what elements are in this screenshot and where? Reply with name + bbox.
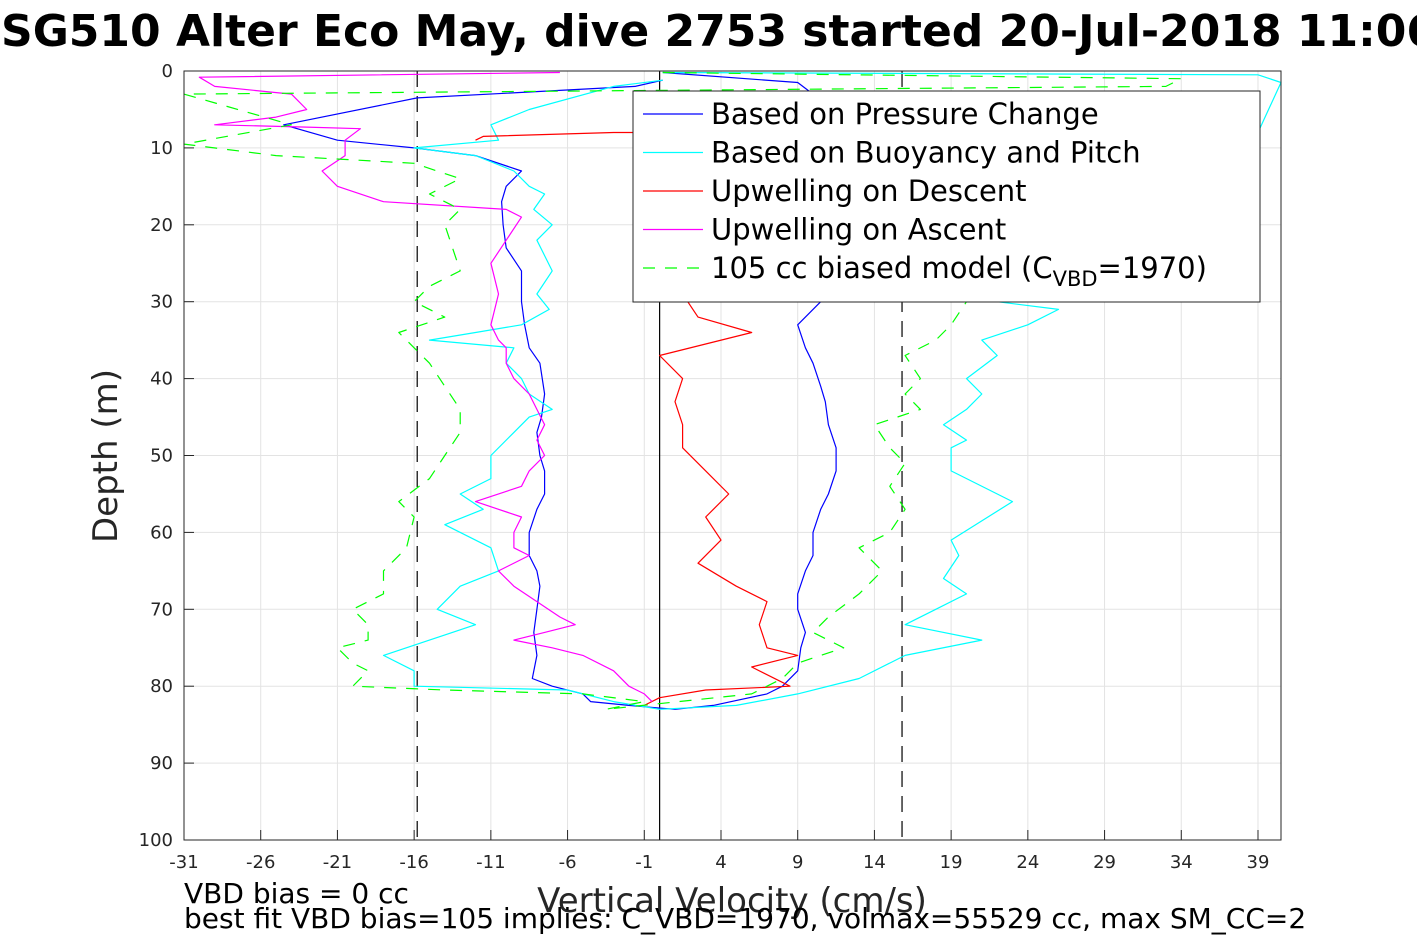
legend-label-main: Upwelling on Ascent [711,213,1006,247]
y-tick-label: 50 [150,446,173,467]
x-tick-label: -26 [246,852,275,873]
legend-label: Based on Buoyancy and Pitch [711,136,1141,170]
x-tick-label: -6 [559,852,577,873]
series-line-1 [283,71,837,710]
legend-label: Upwelling on Ascent [711,213,1006,247]
legend-label-main: Based on Buoyancy and Pitch [711,136,1141,170]
y-tick-label: 100 [139,830,173,851]
y-tick-label: 60 [150,522,173,543]
legend: Based on Pressure Change Based on Buoyanc… [632,90,1261,303]
x-axis-label: Vertical Velocity (cm/s) [537,881,927,921]
legend-box [632,90,1261,303]
x-tick-label: 9 [792,852,803,873]
legend-label-main: Based on Pressure Change [711,97,1099,131]
legend-label-main: 105 cc biased model (C [711,251,1053,285]
x-axis: -31 -26 -21 -16 -11 -6 -1 4 9 14 19 24 29 34 39 [169,830,1281,873]
legend-label: Based on Pressure Change [711,97,1099,131]
x-tick-label: -11 [476,852,505,873]
x-tick-label: -16 [399,852,428,873]
y-tick-label: 20 [150,215,173,236]
legend-label: Upwelling on Descent [711,174,1027,208]
x-tick-label: 24 [1016,852,1039,873]
series-layer [183,71,1282,710]
series-line-2 [382,71,1282,710]
y-axis: 0 10 20 30 40 50 60 70 80 90 100 [139,61,194,851]
y-tick-label: 40 [150,369,173,390]
legend-label-tail: =1970) [1098,251,1207,285]
annotation-best-fit: best fit VBD bias=105 implies: C_VBD=197… [184,902,1306,935]
legend-label: 105 cc biased model (CVBD=1970) [711,251,1207,291]
y-tick-label: 90 [150,753,173,774]
x-tick-label: 19 [940,852,963,873]
x-tick-label: 39 [1247,852,1270,873]
x-tick-label: 14 [863,852,886,873]
legend-label-subscript: VBD [1053,267,1098,291]
x-tick-label: -1 [635,852,653,873]
x-tick-label: 29 [1093,852,1116,873]
annotation-vbd-bias: VBD bias = 0 cc [184,877,409,910]
x-tick-label: -31 [169,852,198,873]
y-tick-label: 0 [162,61,173,82]
series-line-4 [198,71,653,703]
y-axis-label: Depth (m) [86,369,126,543]
x-tick-label: 34 [1170,852,1193,873]
y-tick-label: 30 [150,292,173,313]
y-tick-label: 10 [150,138,173,159]
y-tick-label: 70 [150,599,173,620]
y-tick-label: 80 [150,676,173,697]
legend-label-main: Upwelling on Descent [711,174,1027,208]
chart-title: SG510 Alter Eco May, dive 2753 started 2… [1,6,1417,57]
x-tick-label: 4 [715,852,726,873]
series-line-5 [183,71,1198,710]
x-tick-label: -21 [323,852,352,873]
